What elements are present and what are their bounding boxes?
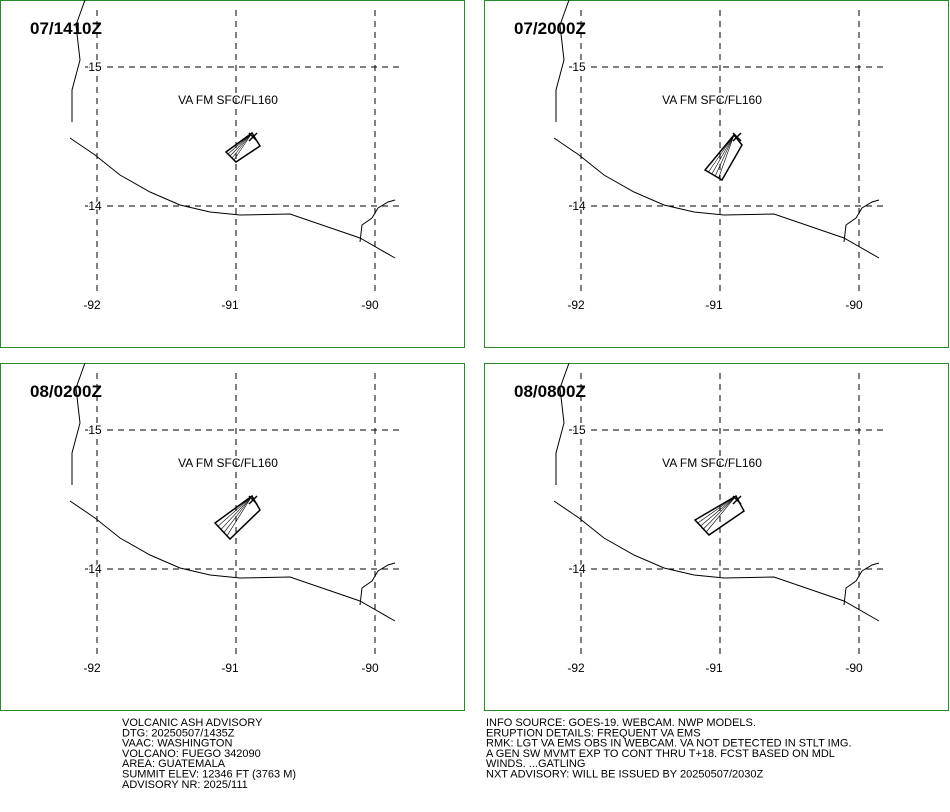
advisory-line: A GEN SW MVMT EXP TO CONT THRU T+18. FCS… [486,748,835,760]
advisory-line: WINDS. ...GATLING [486,758,585,770]
ash-layer: VA FM SFC/FL160 [178,93,278,107]
ash-hatch [705,495,737,533]
lat-label: 14 [88,562,102,576]
lon-label: -92 [83,661,101,675]
advisory-line: SUMMIT ELEV: 12346 FT (3763 M) [122,769,296,781]
border [71,362,86,485]
valid-time: 08/0200Z [30,382,102,401]
volcano [248,495,258,505]
lon-label: -92 [83,298,101,312]
panel-border [0,363,465,711]
lat-label: 15 [572,423,586,437]
coastline [553,137,880,259]
ash-layer: VA FM SFC/FL160 [662,456,762,470]
valid-time: 07/2000Z [514,19,586,38]
lon-label: -90 [845,661,863,675]
lat-label: 15 [572,60,586,74]
lon-label: -91 [221,298,239,312]
ash-area [693,494,745,536]
volcano [248,132,258,142]
ash-hatch [223,495,253,533]
advisory-line: VAAC: WASHINGTON [122,738,232,750]
ash-hatch [217,495,253,527]
lon-label: -92 [567,298,585,312]
advisory-line: RMK: LGT VA EMS OBS IN WEBCAM. VA NOT DE… [486,738,852,750]
lon-label: -90 [361,298,379,312]
coastline [553,500,880,622]
lon-label: -91 [705,298,723,312]
map-panel: 08/0200Z VA FM SFC/FL160 15 14 -92 -91 -90 [0,362,465,711]
ash-hatch [229,132,253,157]
ash-area [703,133,743,182]
ash-hatch [233,132,253,161]
border [843,562,880,606]
valid-time: 08/0800Z [514,382,586,401]
ash-layer: VA FM SFC/FL160 [662,93,762,107]
advisory-line: ADVISORY NR: 2025/111 [122,779,248,791]
coastline [69,137,396,259]
ash-hatch [703,495,737,530]
map-panel: 08/0800Z VA FM SFC/FL160 15 14 -92 -91 -90 [484,362,949,711]
ash-hatch [231,132,253,159]
panel-border [484,363,949,711]
volcano [732,132,742,142]
lon-label: -91 [705,661,723,675]
ash-hatch [700,495,737,527]
border [359,199,396,243]
ash-hatch [718,134,735,179]
border [555,0,570,122]
ash-area [213,494,261,541]
valid-time: 07/1410Z [30,19,102,38]
border [71,0,86,122]
ash-layer: VA FM SFC/FL160 [178,456,278,470]
border [555,362,570,485]
ash-hatch [708,134,735,173]
ash-hatch [697,495,737,524]
lat-label: 15 [88,60,102,74]
ash-hatch [711,134,735,175]
lat-label: 14 [572,199,586,213]
advisory-line: DTG: 20250507/1435Z [122,727,235,739]
ash-area [224,131,262,163]
border [843,199,880,243]
advisory-line: ERUPTION DETAILS: FREQUENT VA EMS [486,727,701,739]
ash-hatch [714,134,735,177]
lon-label: -90 [845,298,863,312]
coastline [69,500,396,622]
advisory-line: INFO SOURCE: GOES-19. WEBCAM. NWP MODELS… [486,717,756,729]
lat-label: 15 [88,423,102,437]
border [359,562,396,606]
advisory-line: VOLCANO: FUEGO 342090 [122,748,261,760]
advisory-line: AREA: GUATEMALA [122,758,226,770]
map-panel: 07/1410Z VA FM SFC/FL160 15 14 -92 -91 -90 [0,0,465,348]
advisory-line: VOLCANIC ASH ADVISORY [122,717,263,729]
volcano [732,495,742,505]
lat-label: 14 [88,199,102,213]
ash-hatch [220,495,253,530]
panel-border [0,0,465,348]
map-panel: 07/2000Z VA FM SFC/FL160 15 14 -92 -91 -90 [484,0,949,348]
lon-label: -91 [221,661,239,675]
lon-label: -90 [361,661,379,675]
lat-label: 14 [572,562,586,576]
ash-hatch [227,132,253,155]
panel-border [484,0,949,348]
lon-label: -92 [567,661,585,675]
advisory-line: NXT ADVISORY: WILL BE ISSUED BY 20250507… [486,769,763,781]
ash-hatch [226,495,253,536]
